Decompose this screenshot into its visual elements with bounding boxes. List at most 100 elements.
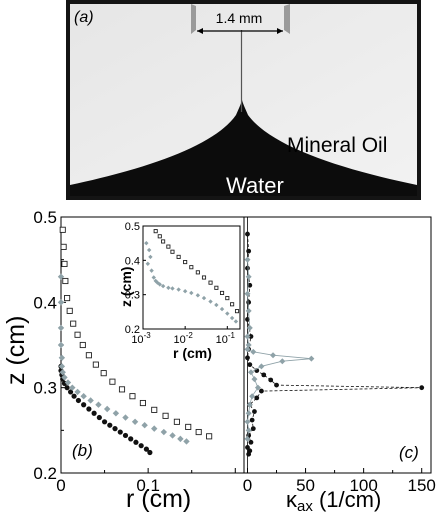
panel-b-ticks: 0.2 0.3 0.4 0.5 0 0.1 — [33, 208, 236, 495]
kappa-tick-label: 0 — [243, 476, 252, 495]
kappa-unit: (1/cm) — [313, 487, 381, 512]
kappa-data-point — [244, 418, 251, 425]
data-point — [185, 423, 192, 430]
data-point — [58, 354, 66, 361]
panel-b-label: (b) — [72, 441, 93, 460]
panel-b: 0.2 0.3 0.4 0.5 0 0.1 (b) r (cm) z (cm) — [2, 208, 245, 513]
inset-data-point — [176, 254, 181, 259]
kappa-symbol: κ — [286, 487, 298, 512]
kappa-data-point — [245, 231, 250, 237]
scale-arrow-right — [277, 28, 283, 34]
data-point — [59, 226, 66, 233]
photo-panel-label: (a) — [74, 9, 94, 26]
kappa-data-point — [246, 451, 252, 457]
data-point — [86, 406, 92, 412]
panel-c-x-axis-label: κax (1/cm) — [286, 487, 381, 515]
data-point — [74, 331, 81, 338]
inset: 0.2 0.3 0.4 0.5 10-3 10-2 10-1 r (cm) z (cm) — [118, 221, 241, 361]
kappa-data-point — [246, 299, 252, 305]
data-point — [95, 401, 102, 408]
inset-y-tick-label: 0.2 — [125, 324, 140, 336]
data-point — [79, 341, 86, 349]
kappa-data-point — [249, 417, 255, 423]
data-point — [138, 443, 144, 449]
kappa-data-point — [274, 382, 279, 388]
kappa-data-point — [246, 401, 253, 408]
panel-b-x-axis-label: r (cm) — [126, 485, 191, 513]
inset-data-point — [219, 290, 225, 296]
data-point — [69, 384, 76, 391]
inset-data-point — [170, 249, 175, 254]
inset-data-point — [153, 229, 158, 234]
inset-data-point — [214, 302, 219, 308]
data-point — [70, 320, 77, 327]
panel-c-data — [244, 231, 425, 457]
data-point — [57, 299, 65, 306]
kappa-data-point — [245, 307, 252, 314]
kappa-tick-label: 50 — [296, 476, 315, 495]
inset-data-point — [195, 293, 201, 298]
data-point — [64, 379, 72, 386]
data-point — [128, 436, 134, 442]
inset-data-point — [214, 285, 219, 290]
inset-frame — [142, 225, 241, 330]
water-region — [70, 100, 417, 196]
kappa-tick-label: 150 — [408, 476, 436, 495]
data-point — [109, 378, 116, 385]
y-tick-label: 0.4 — [33, 293, 57, 312]
inset-data-point — [144, 240, 149, 246]
data-point — [60, 243, 67, 250]
inset-data-point — [149, 268, 154, 273]
data-point — [101, 419, 108, 425]
data-point — [91, 410, 97, 416]
kappa-data-point — [245, 342, 252, 348]
needle-right-wall — [284, 4, 290, 34]
data-point — [103, 405, 111, 413]
inset-data-point — [229, 315, 235, 321]
panel-c-label: (c) — [399, 443, 419, 462]
data-point — [96, 414, 102, 421]
inset-x-tick-label: 10-3 — [131, 331, 151, 346]
inset-data-point — [183, 260, 188, 265]
photo-panel: 1.4 mm (a) Mineral Oil Water — [66, 0, 421, 200]
kappa-data-point — [250, 348, 257, 355]
data-point — [147, 449, 153, 456]
inset-data-point — [233, 319, 239, 324]
inset-y-tick-label: 0.4 — [125, 255, 140, 267]
inset-data-point — [170, 286, 175, 291]
panel-b-data — [57, 226, 213, 456]
kappa-data-point — [246, 324, 253, 331]
inset-data-point — [225, 296, 230, 301]
kappa-data-point — [254, 395, 260, 401]
data-point — [133, 439, 139, 445]
inset-x-tick-exponent: -2 — [186, 331, 194, 340]
data-point — [139, 399, 146, 407]
data-point — [143, 446, 149, 452]
data-point — [61, 260, 68, 267]
kappa-data-point — [268, 377, 274, 383]
data-point — [107, 422, 113, 428]
inset-data-point — [182, 289, 188, 294]
kappa-data-point — [258, 363, 265, 370]
inset-x-tick-label: 10-2 — [173, 331, 193, 346]
data-point — [59, 369, 66, 376]
data-point — [112, 410, 120, 417]
kappa-data-point — [246, 248, 252, 254]
inset-data-point — [234, 309, 240, 314]
y-tick-label: 0.5 — [33, 208, 57, 227]
kappa-data-point — [245, 273, 252, 280]
data-point — [160, 428, 168, 436]
kappa-data-point — [249, 393, 256, 400]
inset-data-point — [146, 247, 152, 253]
inset-data-point — [219, 306, 225, 312]
kappa-subscript: ax — [297, 498, 313, 515]
data-point — [122, 432, 129, 439]
data-point — [122, 414, 129, 421]
data-point — [141, 422, 148, 429]
kappa-data-point — [251, 376, 258, 383]
kappa-data-point — [245, 317, 250, 322]
inset-data-point — [230, 302, 235, 307]
inset-data-point — [195, 270, 200, 275]
kappa-data-point — [245, 427, 252, 434]
data-point — [57, 341, 65, 349]
